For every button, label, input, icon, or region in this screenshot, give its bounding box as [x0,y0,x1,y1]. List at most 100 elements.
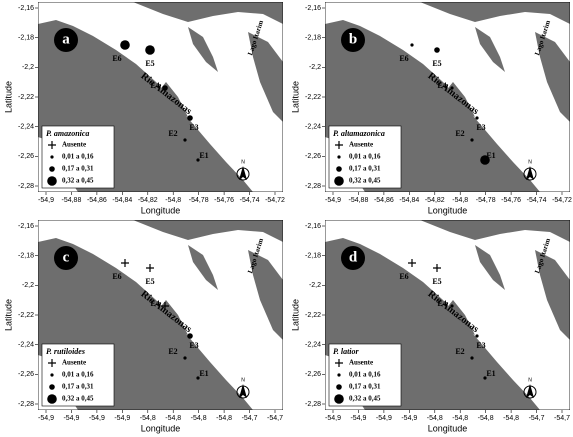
y-tick-label: -2,2 [22,282,34,289]
marker [187,333,193,339]
x-tick-label: -54,9 [89,415,105,422]
legend-entry: 0,17 a 0,31 [349,383,381,391]
marker-absent [433,264,441,272]
x-tick-label: -54,9 [38,415,54,422]
y-tick-label: -2,26 [18,371,34,378]
marker-absent [335,141,343,149]
y-tick-label: -2,22 [305,94,321,101]
legend-title: P. amazonica [46,129,89,138]
marker [337,155,341,159]
marker [410,43,414,47]
marker [49,166,55,172]
legend-entry: Ausente [349,359,373,367]
station-label: E2 [455,347,464,356]
y-tick-label: -2,28 [305,183,321,190]
map-panel: -2,16 -2,18 -2,2 -2,22 -2,24 -2,26 -2,28 -54,9 -… [290,220,570,433]
legend-entry: Ausente [62,359,86,367]
x-tick-label: -54,8 [478,415,494,422]
map-panel: -2,16 -2,18 -2,2 -2,22 -2,24 -2,26 -2,28 -54,9 -… [290,2,572,215]
north-label: N [241,159,245,165]
marker [183,356,187,360]
y-tick-label: -2,24 [18,342,34,349]
legend-entry: 0,32 a 0,45 [62,177,94,185]
station-label: E6 [112,54,121,63]
y-tick-label: -2,26 [305,371,321,378]
y-tick-label: -2,2 [309,64,321,71]
marker [475,116,479,120]
x-tick-label: -54,9 [401,415,417,422]
legend-title: P. altamazonica [333,129,385,138]
legend-entry: 0,17 a 0,31 [349,165,381,173]
marker-absent [161,302,169,310]
y-tick-label: -2,24 [18,124,34,131]
legend-entry: 0,01 a 0,16 [62,153,94,161]
marker [49,384,55,390]
marker [470,138,474,142]
x-tick-label: -54,7 [242,415,258,422]
x-tick-label: -54,8 [452,415,468,422]
north-arrow [526,166,534,180]
map-panel: -2,16 -2,18 -2,2 -2,22 -2,24 -2,26 -2,28 -54,9 -… [3,220,283,433]
x-tick-label: -54,88 [62,197,82,204]
y-axis-label: Latitude [3,299,13,331]
station-label: E5 [432,277,441,286]
station-label: E1 [199,369,208,378]
marker [450,304,454,308]
x-tick-label: -54,86 [87,197,107,204]
x-tick-label: -54,76 [501,197,521,204]
y-tick-label: -2,2 [309,282,321,289]
x-tick-label: -54,9 [325,415,341,422]
panel-letter-badge [54,28,78,52]
marker [336,166,342,172]
marker [187,115,193,121]
x-tick-label: -54,9 [376,415,392,422]
north-arrow [239,166,247,180]
marker-absent [121,259,129,267]
marker [480,155,490,165]
legend-entry: 0,01 a 0,16 [62,371,94,379]
y-tick-label: -2,28 [305,401,321,408]
x-tick-label: -54,84 [112,197,132,204]
station-label: E4 [437,299,446,308]
x-tick-label: -54,82 [425,197,445,204]
panel-letter: d [349,249,358,265]
y-tick-label: -2,28 [18,401,34,408]
y-tick-label: -2,22 [18,94,34,101]
x-tick-label: -54,74 [527,197,547,204]
panel-letter-badge [341,246,365,270]
station-label: E3 [189,341,198,350]
legend-entry: 0,01 a 0,16 [349,153,381,161]
y-tick-label: -2,18 [18,253,34,260]
marker [434,47,440,53]
x-axis-label: Longitude [141,423,181,433]
legend-title: P. latior [333,347,360,356]
panel-letter: c [63,249,70,265]
north-label: N [528,377,532,383]
marker [334,394,344,404]
x-axis-label: Longitude [141,205,181,215]
y-tick-label: -2,16 [18,223,34,230]
station-label: E6 [399,54,408,63]
station-label: E1 [199,151,208,160]
y-tick-label: -2,18 [18,35,34,42]
marker-absent [48,141,56,149]
legend-title: P. rutiloides [46,347,85,356]
station-label: E2 [455,129,464,138]
legend-entry: Ausente [62,141,86,149]
station-label: E5 [145,59,154,68]
y-tick-label: -2,26 [18,153,34,160]
y-tick-label: -2,28 [18,183,34,190]
x-tick-label: -54,9 [38,197,54,204]
marker [50,155,54,159]
marker-absent [146,264,154,272]
y-tick-label: -2,26 [305,153,321,160]
station-label: E3 [476,123,485,132]
station-label: E1 [486,369,495,378]
marker-absent [408,259,416,267]
legend-entry: 0,01 a 0,16 [349,371,381,379]
x-axis-label: Longitude [428,423,468,433]
y-axis-label: Latitude [290,81,300,113]
marker [196,376,200,380]
marker [334,176,344,186]
station-label: E5 [432,59,441,68]
